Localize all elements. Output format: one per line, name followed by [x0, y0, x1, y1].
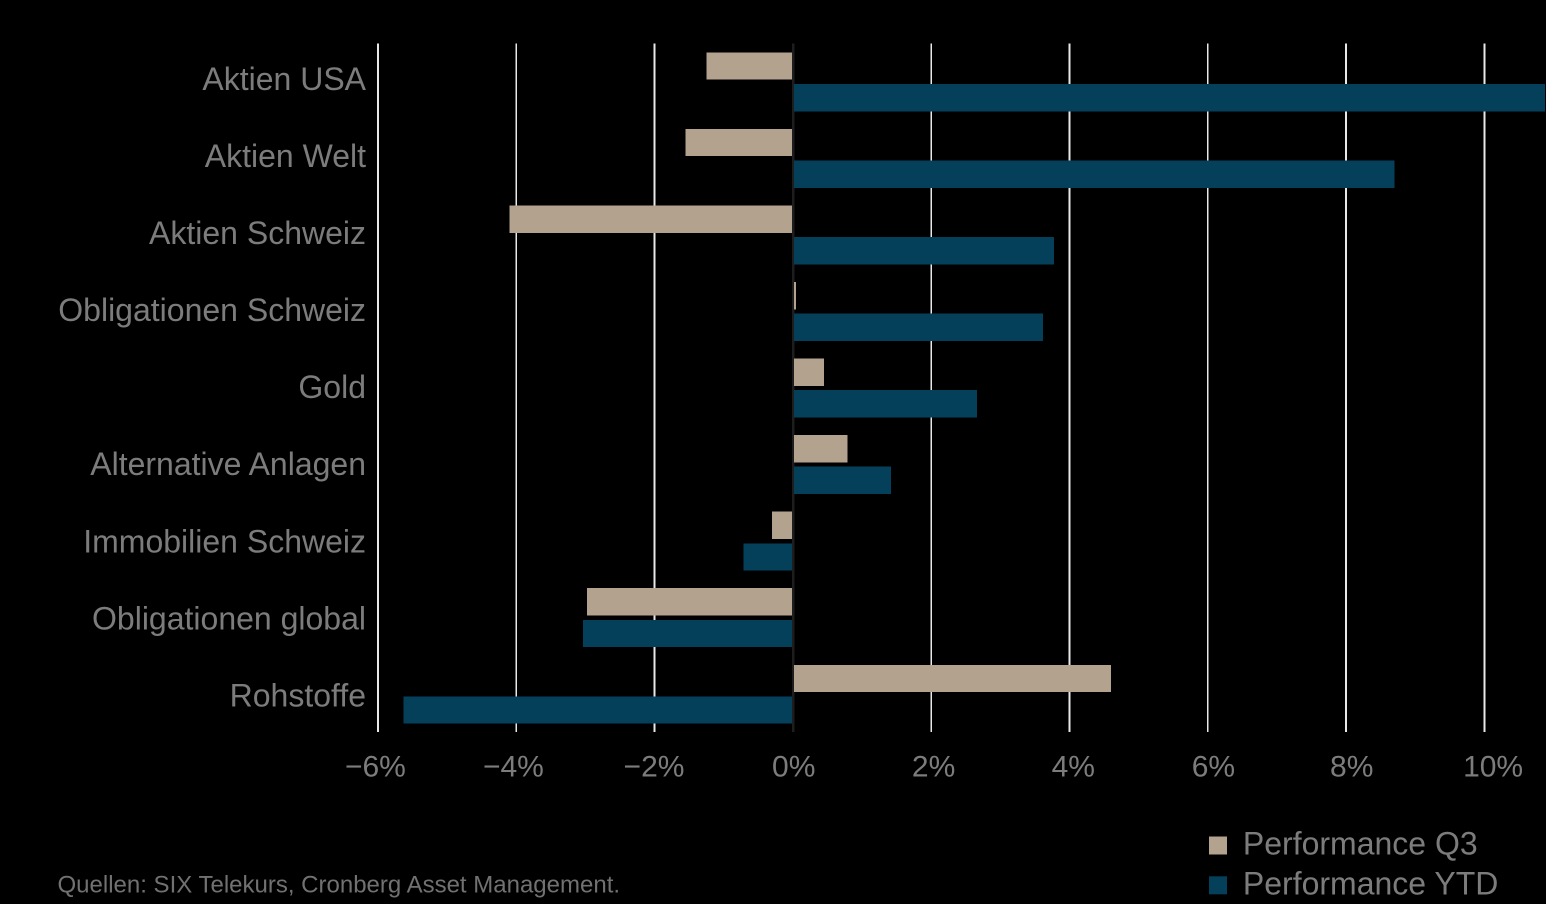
svg-text:4%: 4%	[1052, 751, 1095, 784]
svg-text:Immobilien Schweiz: Immobilien Schweiz	[83, 523, 366, 559]
svg-text:Gold: Gold	[298, 369, 366, 405]
svg-text:Obligationen Schweiz: Obligationen Schweiz	[58, 292, 366, 328]
svg-text:Rohstoffe: Rohstoffe	[230, 677, 366, 713]
svg-text:Obligationen global: Obligationen global	[92, 600, 366, 636]
svg-text:Performance Q3: Performance Q3	[1243, 825, 1478, 861]
svg-text:−4%: −4%	[483, 751, 544, 784]
svg-text:−6%: −6%	[345, 751, 406, 784]
svg-text:8%: 8%	[1330, 751, 1373, 784]
svg-text:Aktien USA: Aktien USA	[202, 61, 366, 97]
svg-text:Alternative Anlagen: Alternative Anlagen	[90, 446, 366, 482]
svg-text:10%: 10%	[1463, 751, 1523, 784]
svg-text:Aktien Schweiz: Aktien Schweiz	[149, 215, 366, 251]
svg-text:Quellen: SIX Telekurs, Cronber: Quellen: SIX Telekurs, Cronberg Asset Ma…	[58, 872, 621, 899]
svg-text:−2%: −2%	[624, 751, 685, 784]
svg-text:Performance YTD: Performance YTD	[1243, 866, 1499, 902]
svg-text:2%: 2%	[912, 751, 955, 784]
svg-text:0%: 0%	[772, 751, 815, 784]
svg-text:Aktien Welt: Aktien Welt	[205, 138, 366, 174]
svg-text:6%: 6%	[1192, 751, 1235, 784]
